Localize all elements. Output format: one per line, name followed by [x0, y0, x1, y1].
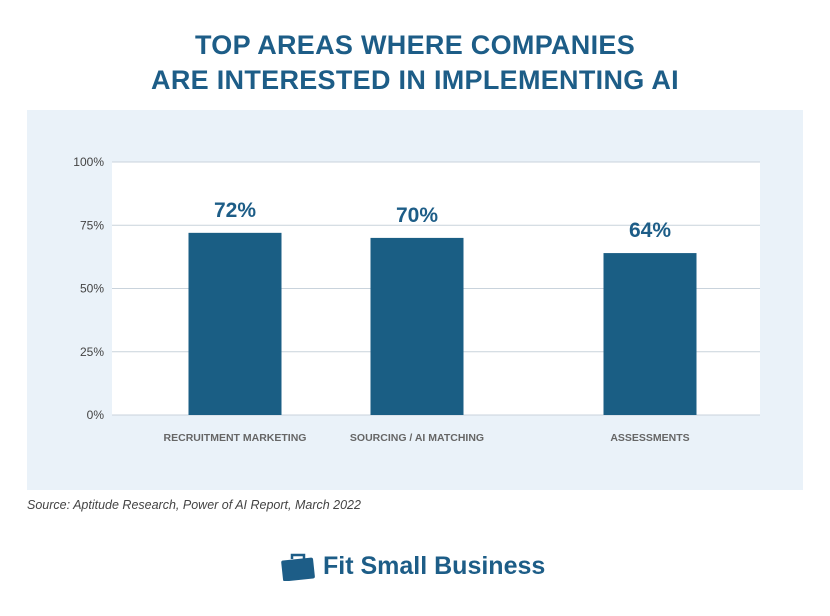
chart-title: TOP AREAS WHERE COMPANIES ARE INTERESTED… [0, 28, 830, 98]
y-tick-label: 25% [80, 345, 104, 359]
bar [188, 232, 282, 415]
bar [603, 253, 697, 415]
data-label: 64% [629, 219, 671, 242]
logo-text: Fit Small Business [323, 552, 546, 580]
y-tick-label: 100% [73, 155, 104, 169]
x-tick-label: RECRUITMENT MARKETING [164, 432, 307, 444]
y-tick-label: 75% [80, 218, 104, 232]
x-tick-label: ASSESSMENTS [610, 432, 689, 444]
logo: Fit Small Business [281, 552, 545, 581]
bar [370, 237, 464, 415]
source-note: Source: Aptitude Research, Power of AI R… [27, 498, 361, 512]
chart-title-line: ARE INTERESTED IN IMPLEMENTING AI [151, 65, 679, 95]
chart-title-line: TOP AREAS WHERE COMPANIES [194, 30, 636, 60]
x-tick-label: SOURCING / AI MATCHING [350, 432, 484, 444]
y-tick-label: 50% [80, 282, 104, 296]
data-label: 72% [214, 199, 256, 222]
briefcase-icon [281, 553, 315, 581]
y-tick-label: 0% [87, 408, 105, 422]
data-label: 70% [396, 204, 438, 227]
